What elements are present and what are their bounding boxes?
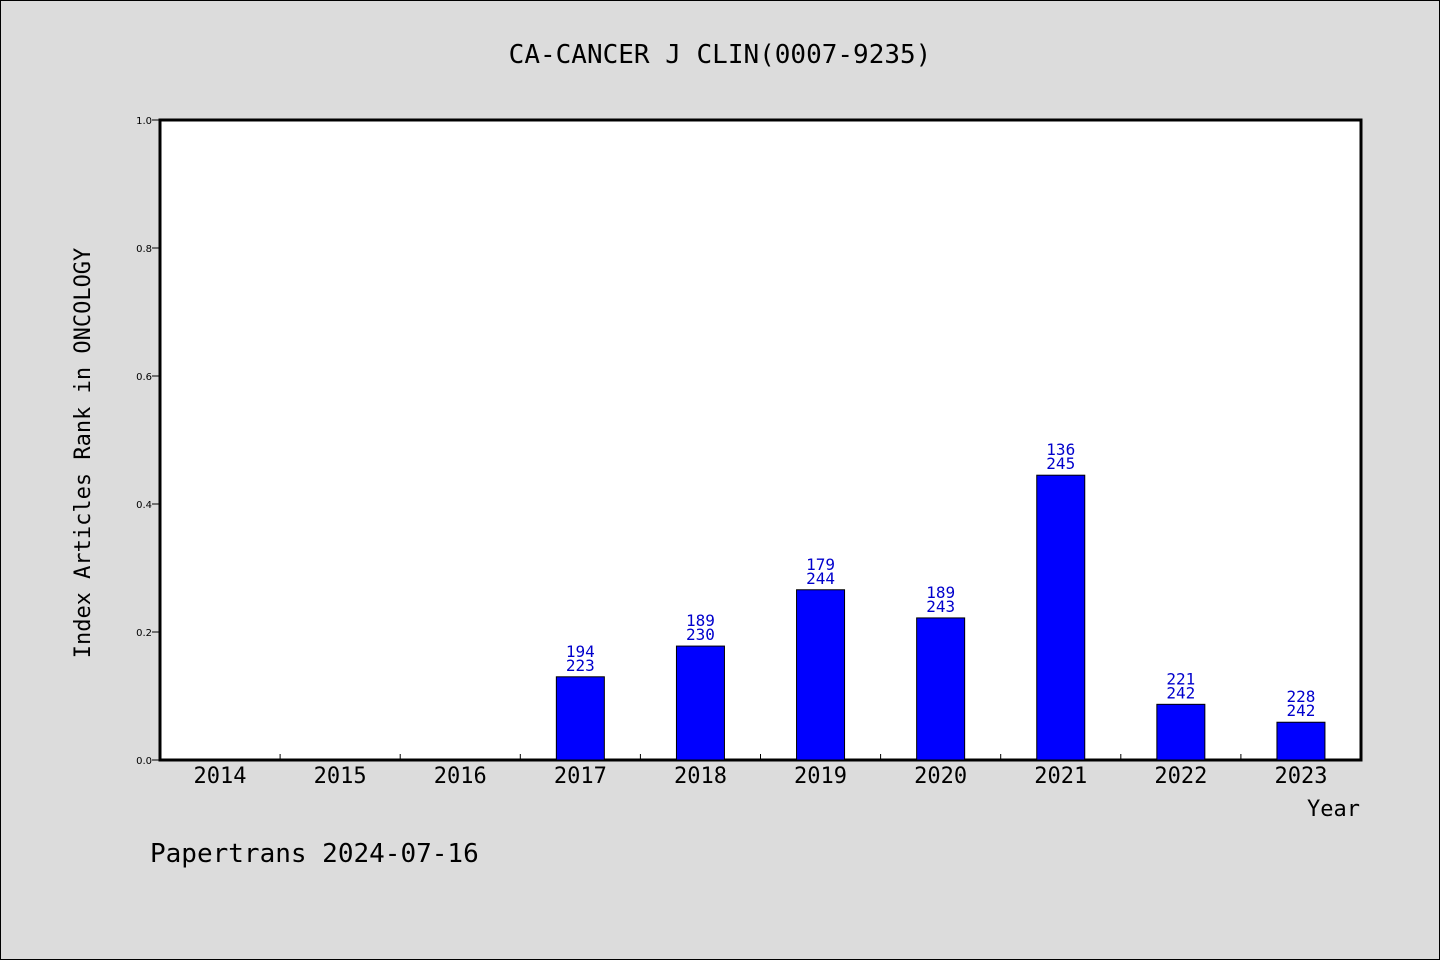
y-tick-label: 0.8 xyxy=(136,244,152,255)
bar-2018 xyxy=(675,645,725,761)
y-tick-label: 0.6 xyxy=(136,372,152,383)
data-label-bottom: 244 xyxy=(806,569,835,588)
x-tick-label: 2020 xyxy=(914,764,967,789)
bar-2020 xyxy=(916,617,966,761)
chart-title: CA-CANCER J CLIN(0007-9235) xyxy=(509,40,932,70)
bar-2022 xyxy=(1156,703,1206,761)
data-label-top: 221 xyxy=(1166,669,1195,688)
bar-series xyxy=(555,474,1326,761)
footer-credit: Papertrans 2024-07-16 xyxy=(150,839,479,869)
plot-area xyxy=(158,118,1363,762)
x-tick-label: 2015 xyxy=(314,764,367,789)
data-label-bottom: 242 xyxy=(1286,701,1315,720)
data-label-bottom: 230 xyxy=(686,625,715,644)
data-label-top: 136 xyxy=(1046,440,1075,459)
x-axis: 2014 2015 2016 2017 2018 2019 2020 2021 2022 2023 xyxy=(194,754,1327,789)
data-label-top: 189 xyxy=(926,583,955,602)
y-tick-label: 0.2 xyxy=(136,628,152,639)
data-label-bottom: 242 xyxy=(1166,683,1195,702)
y-tick-label: 0.4 xyxy=(136,500,152,511)
x-tick-label: 2022 xyxy=(1154,764,1207,789)
data-label-bottom: 223 xyxy=(566,656,595,675)
data-label-top: 194 xyxy=(566,642,595,661)
y-tick-label: 0.0 xyxy=(136,756,152,767)
x-tick-label: 2017 xyxy=(554,764,607,789)
data-label-bottom: 245 xyxy=(1046,454,1075,473)
bar-2021 xyxy=(1036,474,1086,761)
bar-2019 xyxy=(796,589,846,761)
x-tick-label: 2014 xyxy=(194,764,247,789)
x-axis-label: Year xyxy=(1307,797,1360,822)
x-tick-label: 2021 xyxy=(1034,764,1087,789)
data-label-bottom: 243 xyxy=(926,597,955,616)
x-tick-label: 2019 xyxy=(794,764,847,789)
data-label-top: 228 xyxy=(1286,687,1315,706)
data-label-top: 179 xyxy=(806,555,835,574)
x-tick-label: 2016 xyxy=(434,764,487,789)
y-axis-label: Index Articles Rank in ONCOLOGY xyxy=(71,248,96,659)
y-tick-label: 1.0 xyxy=(136,116,152,127)
y-axis: 0.0 0.2 0.4 0.6 0.8 1.0 xyxy=(136,116,160,767)
bar-2017 xyxy=(555,676,605,761)
x-tick-label: 2018 xyxy=(674,764,727,789)
bar-2023 xyxy=(1276,721,1326,761)
x-tick-label: 2023 xyxy=(1274,764,1327,789)
data-label-top: 189 xyxy=(686,611,715,630)
